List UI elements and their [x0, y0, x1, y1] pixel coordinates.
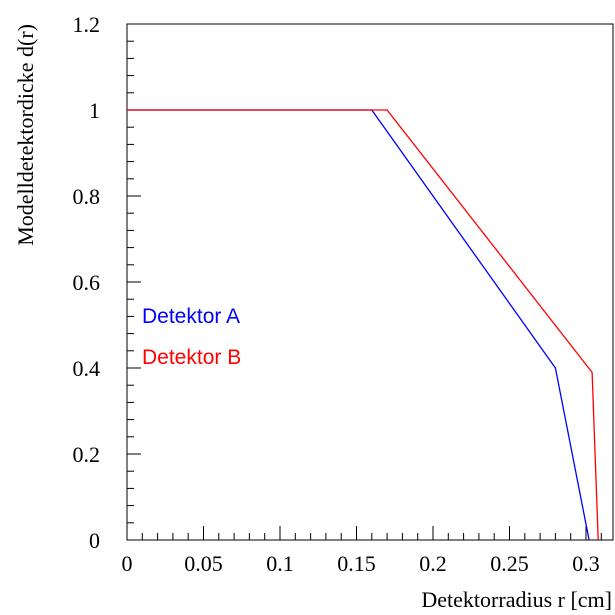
- legend-detektor-a: Detektor A: [142, 305, 240, 328]
- y-axis-title: Modelldetektordicke d(r): [13, 24, 38, 246]
- x-tick-label: 0.2: [419, 551, 447, 576]
- x-tick-label: 0.25: [490, 551, 529, 576]
- x-tick-label: 0.15: [337, 551, 376, 576]
- y-tick-label: 0.2: [73, 442, 101, 467]
- legend-detektor-b: Detektor B: [142, 346, 241, 369]
- x-tick-label: 0.1: [266, 551, 294, 576]
- y-tick-label: 0: [89, 528, 100, 553]
- series-line-detektor-b: [127, 109, 599, 541]
- plot-frame: [126, 23, 614, 541]
- y-tick-label: 1.2: [73, 12, 101, 37]
- x-tick-label: 0.3: [572, 551, 600, 576]
- y-tick-label: 0.8: [73, 184, 101, 209]
- y-tick-label: 0.4: [73, 356, 101, 381]
- x-tick-label: 0: [122, 551, 133, 576]
- x-tick-label: 0.05: [184, 551, 223, 576]
- y-tick-label: 1: [89, 98, 100, 123]
- y-tick-label: 0.6: [73, 270, 101, 295]
- x-axis-title: Detektorradius r [cm]: [421, 587, 612, 612]
